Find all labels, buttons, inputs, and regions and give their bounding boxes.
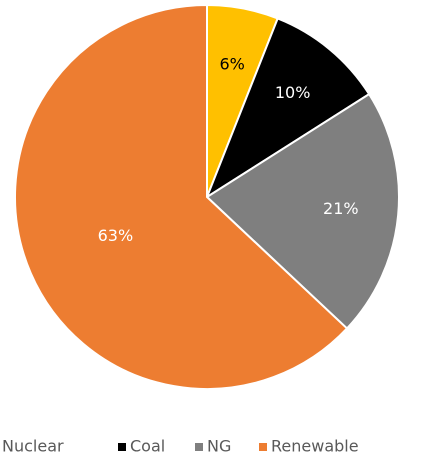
legend-marker — [195, 443, 203, 451]
legend-marker — [118, 443, 126, 451]
legend-label: Renewable — [271, 437, 359, 456]
data-label: 6% — [219, 54, 244, 73]
data-label: 10% — [275, 83, 311, 102]
legend-label: Nuclear — [2, 437, 64, 456]
data-label: 21% — [323, 199, 359, 218]
data-label: 63% — [98, 226, 134, 245]
pie-slice — [14, 3, 349, 390]
legend-marker — [259, 443, 267, 451]
pie-slice — [205, 92, 400, 330]
legend-label: Coal — [130, 437, 165, 456]
pie-slice — [204, 17, 371, 200]
legend-label: NG — [207, 437, 231, 456]
